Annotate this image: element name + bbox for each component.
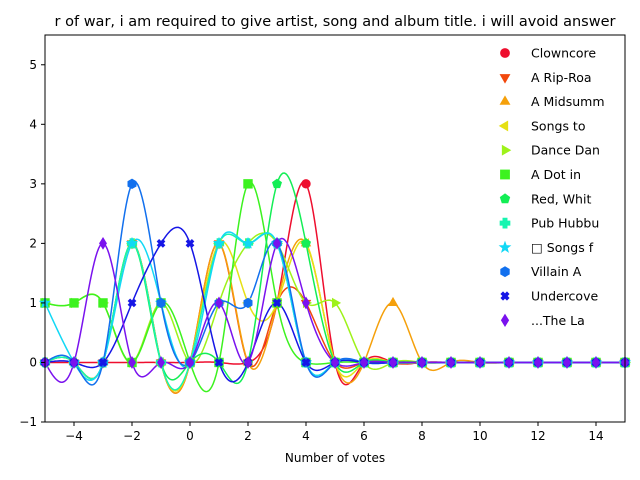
- y-tick-label: −1: [19, 415, 37, 429]
- legend-marker-2: [499, 95, 511, 105]
- legend-label-10: Undercove: [531, 289, 598, 304]
- legend: Clowncore A Rip-Roa A Midsumm Songs to Dance…: [498, 46, 605, 328]
- data-point-11-18: [563, 356, 571, 369]
- legend-label-6: Red, Whit: [531, 191, 591, 206]
- legend-marker-1: [499, 74, 511, 84]
- series-line-9: [45, 180, 625, 386]
- legend-label-7: Pub Hubbu: [531, 216, 599, 231]
- legend-marker-7: [499, 217, 511, 229]
- legend-marker-0: [500, 48, 510, 58]
- legend-label-2: A Midsumm: [531, 94, 605, 109]
- data-point-11-2: [99, 236, 107, 250]
- data-point-9-3: [127, 178, 137, 190]
- data-point-5-2: [98, 298, 108, 308]
- x-axis: −4 −2 0 2 4 6 8 10 12 14: [65, 422, 604, 443]
- data-point-4-10: [331, 297, 342, 309]
- data-point-11-11: [360, 356, 368, 369]
- data-point-11-8: [273, 236, 281, 250]
- legend-label-9: Villain A: [531, 264, 582, 279]
- data-point-11-12: [389, 356, 397, 369]
- y-tick-label: 1: [29, 296, 37, 310]
- data-point-11-6: [215, 296, 223, 310]
- plot-frame: [44, 34, 626, 423]
- x-axis-label: Number of votes: [285, 451, 385, 465]
- data-point-11-4: [157, 356, 165, 369]
- marker-layer: [38, 178, 632, 369]
- legend-label-1: A Rip-Roa: [531, 70, 592, 85]
- data-point-10-4: [156, 239, 166, 248]
- y-axis: −1 0 1 2 3 4 5: [19, 58, 45, 429]
- legend-marker-10: [500, 291, 510, 301]
- data-point-11-15: [476, 356, 484, 369]
- data-point-10-6: [214, 358, 224, 367]
- data-point-10-9: [301, 358, 311, 367]
- data-point-5-1: [69, 298, 79, 308]
- y-tick-label: 0: [29, 355, 37, 369]
- data-point-11-19: [592, 356, 600, 369]
- y-tick-label: 4: [29, 117, 37, 131]
- legend-label-8: □ Songs f: [531, 240, 594, 255]
- data-point-10-8: [272, 298, 282, 308]
- data-point-11-13: [418, 356, 426, 369]
- x-tick-label: 8: [418, 429, 426, 443]
- legend-label-3: Songs to: [531, 118, 585, 133]
- legend-marker-8: [498, 240, 512, 253]
- x-tick-label: 6: [360, 429, 368, 443]
- data-point-11-3: [128, 356, 136, 369]
- x-tick-label: 12: [530, 429, 545, 443]
- legend-label-4: Dance Dan: [531, 143, 600, 158]
- data-point-10-3: [127, 298, 137, 308]
- legend-marker-3: [498, 120, 509, 132]
- data-point-8-7: [241, 236, 255, 249]
- data-point-6-9: [301, 238, 311, 248]
- x-tick-label: 0: [186, 429, 194, 443]
- data-point-2-12: [387, 296, 399, 306]
- data-point-8-3: [125, 236, 139, 249]
- data-point-11-5: [186, 356, 194, 369]
- series-line-0: [45, 181, 625, 386]
- data-point-11-10: [331, 356, 339, 369]
- data-point-8-6: [212, 236, 226, 249]
- data-point-6-8: [272, 178, 282, 189]
- chart-title: r of war, i am required to give artist, …: [55, 14, 616, 30]
- data-point-9-7: [243, 297, 253, 309]
- data-point-11-16: [505, 356, 513, 369]
- x-tick-label: −2: [123, 429, 141, 443]
- x-tick-label: 4: [302, 429, 310, 443]
- y-tick-label: 5: [29, 58, 37, 72]
- legend-marker-9: [500, 266, 510, 278]
- legend-label-5: A Dot in: [531, 167, 581, 182]
- x-tick-label: 2: [244, 429, 252, 443]
- data-point-11-1: [70, 356, 78, 369]
- data-point-11-7: [244, 356, 252, 369]
- legend-marker-5: [500, 169, 510, 180]
- data-point-10-5: [185, 239, 195, 248]
- y-tick-label: 2: [29, 236, 37, 250]
- y-tick-label: 3: [29, 177, 37, 191]
- data-point-11-14: [447, 356, 455, 369]
- data-point-11-17: [534, 356, 542, 369]
- legend-label-11: ...The La: [531, 313, 585, 328]
- x-tick-label: 10: [472, 429, 487, 443]
- legend-label-0: Clowncore: [531, 46, 596, 61]
- x-tick-label: 14: [588, 429, 603, 443]
- legend-marker-4: [501, 144, 512, 156]
- legend-marker-6: [499, 193, 511, 204]
- legend-marker-11: [500, 313, 510, 327]
- x-tick-label: −4: [65, 429, 83, 443]
- data-point-0-9: [301, 179, 311, 189]
- data-point-5-7: [243, 179, 253, 189]
- data-point-9-4: [156, 297, 166, 309]
- data-point-10-2: [98, 358, 108, 367]
- data-point-11-9: [302, 296, 310, 310]
